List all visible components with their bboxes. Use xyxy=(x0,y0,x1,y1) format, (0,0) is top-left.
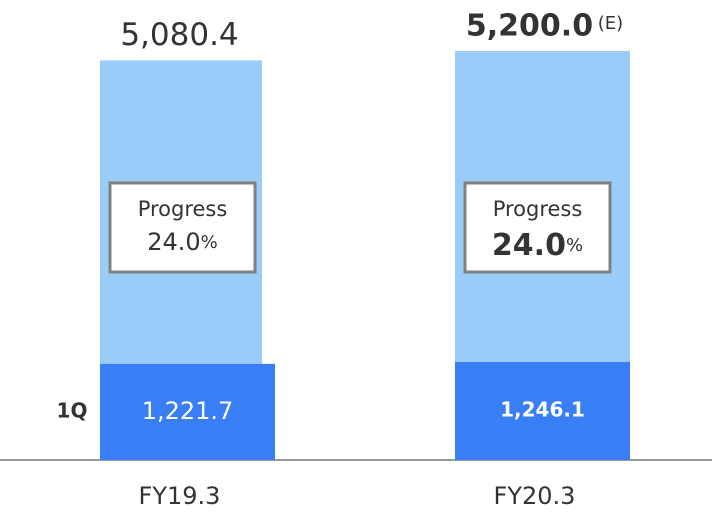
progress-value: 24.0% xyxy=(492,228,583,263)
progress-box xyxy=(463,181,612,274)
progress-label: Progress xyxy=(493,197,583,221)
value-label: 1,221.7 xyxy=(142,397,234,425)
x-tick-label: FY20.3 xyxy=(494,482,576,510)
value-label: 1,246.1 xyxy=(500,397,585,421)
progress-label: Progress xyxy=(138,197,228,221)
bar-1q xyxy=(100,363,275,460)
progress-unit: % xyxy=(201,232,218,253)
annotation: (E) xyxy=(598,13,623,34)
progress-value: 24.0% xyxy=(147,228,218,256)
progress-number: 24.0 xyxy=(492,228,566,263)
progress-unit: % xyxy=(566,235,583,256)
series-label: 1Q xyxy=(57,399,88,423)
progress-number: 24.0 xyxy=(147,228,200,256)
value-label: 5,200.0 xyxy=(466,9,593,44)
x-tick-label: FY19.3 xyxy=(139,482,221,510)
progress-box xyxy=(108,181,257,274)
bar-1q xyxy=(455,361,630,460)
value-label: 5,080.4 xyxy=(120,17,238,53)
